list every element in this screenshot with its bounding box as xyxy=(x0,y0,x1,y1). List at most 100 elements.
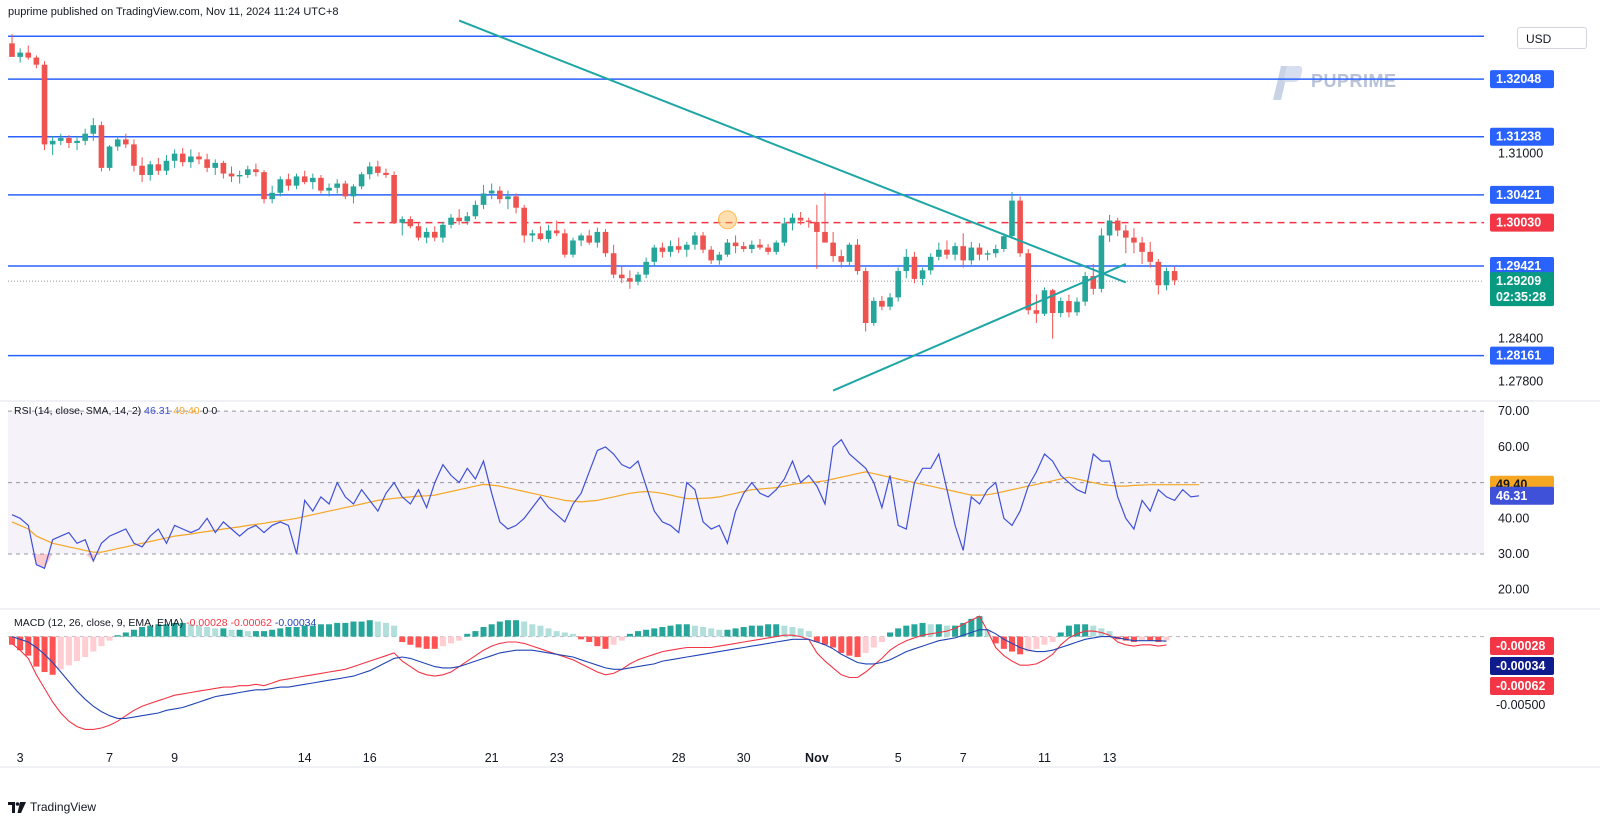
macd-histogram-bar xyxy=(846,636,853,656)
macd-histogram-bar xyxy=(9,636,15,645)
time-axis[interactable]: 3 7 9 14 16 21 23 28 30 Nov 5 7 11 13 xyxy=(17,751,1117,765)
macd-histogram-bar xyxy=(220,628,227,637)
candle-body xyxy=(269,192,275,200)
candle-body xyxy=(66,137,72,143)
macd-histogram-bar xyxy=(911,624,918,637)
macd-histogram-bar xyxy=(423,636,430,649)
level-price-tag-bg xyxy=(1490,256,1554,275)
candle-body xyxy=(57,137,64,141)
candle-body xyxy=(261,172,267,200)
candle-body xyxy=(659,247,666,252)
candle-body xyxy=(375,166,381,173)
currency-selector[interactable]: USD xyxy=(1517,27,1587,49)
macd-histogram-bar xyxy=(659,627,666,637)
rsi-legend-title: RSI (14, close, SMA, 14, 2) xyxy=(14,405,144,417)
candle-body xyxy=(49,140,56,145)
candle-body xyxy=(895,271,901,298)
macd-histogram-bar xyxy=(781,625,788,637)
candle-body xyxy=(830,242,836,257)
macd-histogram-bar xyxy=(269,629,276,637)
macd-histogram-bar xyxy=(98,636,105,647)
macd-histogram-bar xyxy=(976,616,983,637)
macd-histogram-bar xyxy=(529,624,536,637)
candle-body xyxy=(537,233,544,240)
macd-histogram-bar xyxy=(1008,636,1015,652)
candle-body xyxy=(1001,236,1007,249)
tradingview-footer[interactable]: TradingView xyxy=(8,800,96,814)
level-price-tag-bg xyxy=(1490,70,1554,89)
macd-histogram-bar xyxy=(122,632,129,637)
macd-histogram-bar xyxy=(407,636,414,645)
candle-body xyxy=(1025,253,1032,311)
macd-tag-bg xyxy=(1490,637,1554,655)
macd-histogram-bar xyxy=(1106,631,1113,637)
macd-legend-macd: -0.00062 xyxy=(231,617,275,629)
time-tick-label: 7 xyxy=(106,751,113,765)
candle-body xyxy=(1123,230,1129,238)
macd-histogram-bar xyxy=(358,621,365,637)
publisher-header: puprime published on TradingView.com, No… xyxy=(8,6,339,18)
macd-histogram-bar xyxy=(57,636,64,670)
candle-body xyxy=(1017,200,1023,254)
candle-body xyxy=(1155,261,1162,286)
macd-histogram-bar xyxy=(130,629,137,637)
macd-histogram-bar xyxy=(236,629,243,637)
level-price-tag: 1.30421 xyxy=(1496,188,1541,202)
candle-body xyxy=(9,43,15,57)
candle-body xyxy=(667,246,674,252)
macd-histogram-bar xyxy=(195,625,202,637)
candle-body xyxy=(618,274,625,279)
candle-body xyxy=(342,183,349,197)
macd-tag: -0.00028 xyxy=(1496,639,1545,653)
candle-body xyxy=(781,223,788,243)
macd-legend: MACD (12, 26, close, 9, EMA, EMA) -0.000… xyxy=(14,617,317,629)
level-price-tag: 1.29421 xyxy=(1496,259,1541,273)
candle-body xyxy=(879,300,885,307)
candle-body xyxy=(253,169,259,173)
candle-body xyxy=(179,153,186,163)
macd-histogram-bar xyxy=(415,636,422,648)
candle-body xyxy=(732,242,739,247)
candle-body xyxy=(171,153,178,161)
macd-histogram-bar xyxy=(765,624,772,637)
price-axis[interactable]: 1.31000 1.28400 1.27800 1.32048 1.31238 1.304… xyxy=(1490,70,1554,712)
macd-histogram-bar xyxy=(537,625,544,637)
rsi-pane[interactable]: RSI (14, close, SMA, 14, 2) 46.31 49.40 … xyxy=(0,405,1600,610)
candle-body xyxy=(41,64,48,145)
macd-histogram-bar xyxy=(114,635,121,637)
macd-histogram-bar xyxy=(1147,636,1154,641)
macd-tag: -0.00062 xyxy=(1496,679,1545,693)
candle-body xyxy=(1114,220,1121,231)
macd-histogram-bar xyxy=(797,628,804,637)
candle-body xyxy=(789,217,796,224)
candle-body xyxy=(1106,220,1113,236)
macd-pane[interactable]: MACD (12, 26, close, 9, EMA, EMA) -0.000… xyxy=(0,615,1600,768)
candle-body xyxy=(318,177,324,191)
candle-body xyxy=(724,242,731,255)
candle-body xyxy=(513,196,519,208)
macd-histogram-bar xyxy=(431,636,438,649)
price-pane[interactable] xyxy=(0,19,1600,402)
candle-body xyxy=(82,133,88,141)
candle-body xyxy=(822,231,828,243)
macd-histogram-bar xyxy=(992,636,999,644)
macd-histogram-bar xyxy=(1000,636,1007,649)
candle-body xyxy=(814,221,820,232)
macd-histogram-bar xyxy=(1074,624,1081,637)
candle-body xyxy=(147,164,154,175)
tradingview-label: TradingView xyxy=(30,800,97,814)
macd-histogram-bar xyxy=(33,636,40,667)
rsi-tick-label: 30.00 xyxy=(1498,547,1529,561)
macd-histogram-bar xyxy=(805,631,812,637)
macd-histogram-bar xyxy=(708,628,715,637)
macd-histogram-bar xyxy=(675,624,682,637)
time-tick-label: 7 xyxy=(960,751,967,765)
candle-body xyxy=(204,159,210,168)
candle-body xyxy=(927,256,934,271)
macd-histogram-bar xyxy=(228,629,235,637)
macd-histogram-bar xyxy=(187,624,194,637)
candle-body xyxy=(692,235,698,245)
macd-histogram-bar xyxy=(968,618,975,637)
time-tick-label: 13 xyxy=(1103,751,1117,765)
